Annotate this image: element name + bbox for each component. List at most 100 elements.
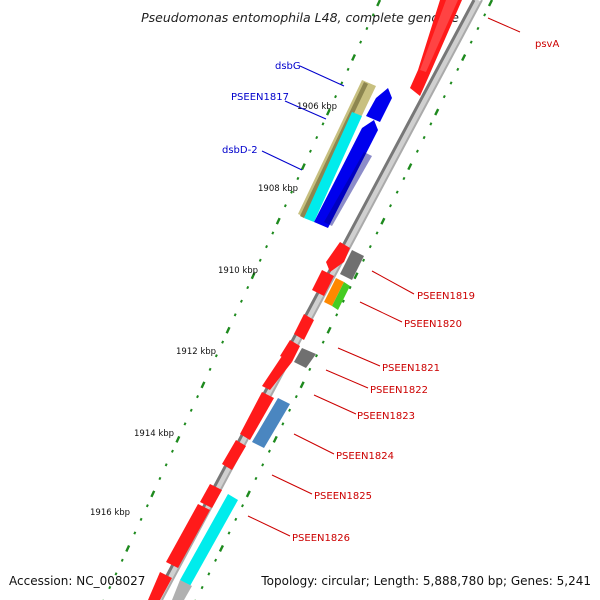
tick-dot [341,299,345,303]
topology-value: Topology: circular; Length: 5,888,780 bp… [261,574,591,588]
tick-dot [108,585,112,590]
label-PSEEN1826[interactable]: PSEEN1826 [292,533,350,544]
tick-dot [487,0,494,7]
tick-dot [294,395,298,399]
label-PSEEN1822[interactable]: PSEEN1822 [370,385,428,396]
tick-dot [150,490,156,498]
tick-dot [164,463,168,467]
tick-dot [380,217,386,225]
tick-dot [351,54,356,62]
label-PSEEN1820[interactable]: PSEEN1820 [404,319,462,330]
tick-dot [245,490,251,498]
tick-dot [429,122,433,126]
gene-PSEEN1825[interactable] [200,484,222,508]
label-PSEEN1823[interactable]: PSEEN1823 [357,411,415,422]
tick-dot [335,313,339,317]
tick-dot [476,26,480,31]
tick-label-1914: 1914 kbp [134,429,174,439]
tick-dot [258,258,262,262]
tick-dot [139,517,143,521]
tick-dot [415,149,419,153]
topology-text: Topology: circular; Length: 5,888,780 bp… [261,574,591,588]
tick-dot [326,326,332,334]
tick-dot [469,40,473,44]
tick-dot [272,435,278,443]
gene-PSEEN1826[interactable] [180,494,238,586]
tick-dot [449,81,453,85]
tick-dot [133,531,137,535]
tick-dot [334,95,337,99]
tick-dot [442,95,446,99]
label-PSEEN1821[interactable]: PSEEN1821 [382,363,440,374]
tick-label-1910: 1910 kbp [218,266,258,276]
gene-red-f[interactable] [166,504,210,568]
tick-dot [353,272,359,280]
tick-dot [402,176,406,181]
tick-dot [362,258,366,262]
label-dsbG[interactable]: dsbG [275,61,301,72]
tick-dot [321,122,325,126]
label-PSEEN1817[interactable]: PSEEN1817 [231,92,289,103]
label-dsbD-2[interactable]: dsbD-2 [222,145,258,156]
tick-dot [250,272,256,280]
tick-dot [170,449,174,453]
gene-psvA[interactable] [410,0,462,96]
tick-dot [376,0,382,7]
gene-red-d[interactable] [240,392,274,440]
label-PSEEN1819[interactable]: PSEEN1819 [417,291,475,302]
tick-dot [407,163,413,171]
tick-dot [241,504,244,508]
tick-label-1912: 1912 kbp [176,347,216,357]
gene-red-e[interactable] [222,440,246,470]
tick-dot [261,463,265,467]
tick-dot [239,299,243,303]
tick-dot [196,395,199,399]
tick-dot [422,135,426,140]
label-psvA[interactable]: psvA [535,39,559,50]
tick-dot [300,163,306,171]
tick-dot [371,13,375,17]
tick-dot [315,354,318,358]
label-PSEEN1824[interactable]: PSEEN1824 [336,451,394,462]
tick-dot [288,408,292,412]
gene-PSEEN1824[interactable] [252,398,290,448]
gene-PSEEN1821[interactable] [294,314,314,340]
gene-PSEEN1823[interactable] [262,356,292,390]
gene-dsbG[interactable] [366,88,392,122]
tick-dot [290,190,294,194]
tick-dot [299,381,305,389]
tick-dot [340,81,344,85]
gene-PSEEN1822[interactable] [294,348,316,368]
tick-dot [227,531,231,535]
tick-dot [325,108,331,116]
tick-dot [456,67,460,72]
gene-red-g[interactable] [148,572,172,600]
gene-red-c[interactable] [280,340,300,362]
gene-PSEEN1819[interactable] [340,250,364,280]
gene-PSEEN1820-orange[interactable] [324,278,344,306]
tick-dot [200,381,206,389]
tick-dot [214,354,218,358]
tick-label-1916: 1916 kbp [90,508,130,518]
gene-dsbD-2[interactable] [314,120,378,228]
tick-dot [234,517,238,522]
tick-dot [368,245,372,249]
gene-grey-bottom[interactable] [172,580,192,600]
tick-dot [125,544,131,552]
label-PSEEN1825[interactable]: PSEEN1825 [314,491,372,502]
tick-dot [158,476,162,481]
tick-dot [267,449,271,453]
gene-red-b[interactable] [312,270,334,296]
gene-PSEEN1817[interactable] [304,112,362,222]
gene-red-a[interactable] [326,242,350,272]
tick-dot [183,422,187,426]
tick-dot [483,13,487,17]
tick-dot [346,67,350,71]
accession-text: Accession: NC_008027 [9,574,146,588]
tick-label-1908: 1908 kbp [258,184,298,194]
tick-dot [233,313,237,317]
gene-PSEEN1820[interactable] [332,282,350,310]
tick-dot [461,54,467,62]
tick-dot [359,40,363,44]
